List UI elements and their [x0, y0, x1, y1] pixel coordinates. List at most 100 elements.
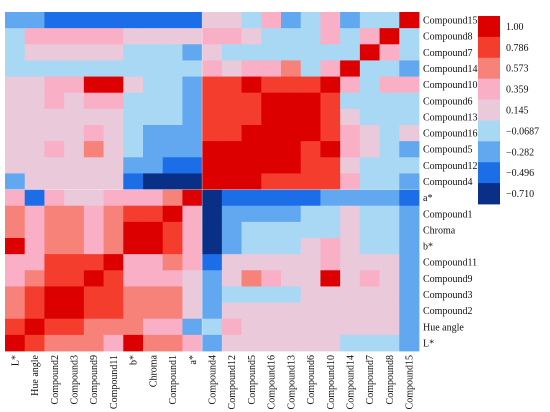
heatmap-cell-Compound13-Compound14 [340, 108, 361, 126]
heatmap-cell-Compound9-Chroma [143, 270, 164, 287]
heatmap-cell-Compound10-Compound6 [300, 76, 321, 94]
heatmap-cell-Compound14-a* [182, 60, 203, 77]
heatmap-cell-Compound14-Compound14 [340, 60, 361, 77]
heatmap-cell-Compound15-Compound10 [320, 12, 341, 29]
heatmap-cell-L*-Compound4 [202, 334, 223, 352]
heatmap-cell-Compound13-Compound11 [103, 108, 124, 126]
heatmap-cell-Compound14-Compound5 [241, 60, 262, 77]
heatmap-cell-Compound16-L* [5, 125, 26, 142]
heatmap-cell-a*-Compound12 [221, 189, 242, 207]
heatmap-cell-Compound2-b* [123, 302, 144, 320]
column-label: Compound14 [346, 355, 357, 409]
heatmap-cell-Compound7-Compound1 [162, 44, 183, 61]
row-label: L* [423, 338, 434, 349]
heatmap-cell-Compound13-Compound5 [241, 108, 262, 126]
heatmap-cell-Compound4-Compound9 [83, 173, 104, 190]
heatmap-cell-Compound16-Compound2 [44, 125, 65, 142]
column-label: Compound1 [168, 355, 179, 404]
heatmap-cell-L*-Compound9 [83, 334, 104, 352]
row-label: Compound14 [423, 64, 477, 75]
heatmap-cell-Compound10-Compound16 [261, 76, 282, 94]
heatmap-cell-Compound2-a* [182, 302, 203, 320]
heatmap-cell-Compound4-Compound2 [44, 173, 65, 190]
row-label: a* [423, 193, 432, 204]
heatmap-cell-Compound3-Compound10 [320, 286, 341, 303]
heatmap-cell-L*-Compound7 [359, 334, 380, 352]
heatmap-cell-Chroma-Compound9 [83, 221, 104, 239]
row-label: Compound9 [423, 274, 472, 285]
heatmap-cell-Compound9-b* [123, 270, 144, 287]
legend-tick-label: 0.145 [506, 106, 529, 117]
heatmap-cell-Compound2-Compound9 [83, 302, 104, 320]
heatmap-cell-a*-Compound14 [340, 189, 361, 207]
heatmap-cell-Compound4-Compound3 [64, 173, 85, 190]
heatmap-cell-Compound1-Compound10 [320, 205, 341, 223]
heatmap-cell-a*-Compound10 [320, 189, 341, 207]
heatmap-cell-Compound14-b* [123, 60, 144, 77]
heatmap-cell-Chroma-Compound5 [241, 221, 262, 239]
column-label: Compound9 [89, 355, 100, 404]
heatmap-cell-Compound12-Chroma [143, 157, 164, 174]
heatmap-cell-Compound13-Compound10 [320, 108, 341, 126]
row-label: Compound16 [423, 129, 477, 140]
heatmap-cell-L*-Hue angle [24, 334, 45, 352]
heatmap-cell-Compound9-Compound3 [64, 270, 85, 287]
heatmap-cell-Chroma-Compound2 [44, 221, 65, 239]
heatmap-cell-Compound5-Compound8 [379, 141, 400, 158]
heatmap-cell-Compound14-Compound9 [83, 60, 104, 77]
heatmap-cell-Compound15-Compound14 [340, 12, 361, 29]
heatmap-cell-Compound15-Compound5 [241, 12, 262, 29]
heatmap-cell-Compound1-Hue angle [24, 205, 45, 223]
heatmap-cell-Compound1-Compound11 [103, 205, 124, 223]
heatmap-cell-Chroma-Compound8 [379, 221, 400, 239]
heatmap-cell-Compound12-Compound6 [300, 157, 321, 174]
heatmap-cell-b*-Compound15 [399, 238, 420, 255]
heatmap-cell-Compound4-b* [123, 173, 144, 190]
heatmap-cell-Compound6-Compound11 [103, 92, 124, 110]
heatmap-cell-Compound4-Compound13 [281, 173, 302, 190]
heatmap-cell-Compound16-Compound10 [320, 125, 341, 142]
heatmap-cell-Compound6-b* [123, 92, 144, 110]
heatmap-cell-Hue angle-Compound1 [162, 318, 183, 336]
heatmap-cell-Compound12-Compound4 [202, 157, 223, 174]
heatmap-cell-Compound1-Compound6 [300, 205, 321, 223]
heatmap-cell-Compound8-Compound1 [162, 28, 183, 45]
heatmap-cell-Compound13-Chroma [143, 108, 164, 126]
heatmap-cell-a*-b* [123, 189, 144, 207]
heatmap-cell-Compound3-Compound5 [241, 286, 262, 303]
column-label: Chroma [148, 354, 159, 387]
heatmap-cell-Compound5-Compound11 [103, 141, 124, 158]
row-label: Compound2 [423, 306, 472, 317]
heatmap-cell-Compound8-Compound7 [359, 28, 380, 45]
heatmap-cell-Compound13-Compound4 [202, 108, 223, 126]
heatmap-cell-Compound16-Compound8 [379, 125, 400, 142]
heatmap-cell-Hue angle-Compound2 [44, 318, 65, 336]
legend-color-band [478, 162, 500, 184]
heatmap-cell-Compound9-Compound13 [281, 270, 302, 287]
heatmap-cell-Compound3-Compound6 [300, 286, 321, 303]
heatmap-cell-Compound16-Compound13 [281, 125, 302, 142]
heatmap-cell-Compound5-Compound3 [64, 141, 85, 158]
heatmap-cell-Hue angle-Compound3 [64, 318, 85, 336]
heatmap-cell-Compound13-Compound2 [44, 108, 65, 126]
legend-tick-label: −0.0687 [506, 126, 539, 137]
heatmap-cell-Compound14-Compound16 [261, 60, 282, 77]
heatmap-cell-Compound6-Hue angle [24, 92, 45, 110]
legend-tick-label: 0.786 [506, 43, 529, 54]
heatmap-cell-Compound7-Compound8 [379, 44, 400, 61]
heatmap-cell-Compound9-Compound16 [261, 270, 282, 287]
heatmap-cell-Compound10-Compound3 [64, 76, 85, 94]
heatmap-cell-Compound16-Compound14 [340, 125, 361, 142]
heatmap-cell-Compound9-L* [5, 270, 26, 287]
heatmap-cell-Compound9-Compound6 [300, 270, 321, 287]
heatmap-cell-Compound9-Compound10 [320, 270, 341, 287]
heatmap-cell-Compound15-Compound7 [359, 12, 380, 29]
heatmap-cell-Compound1-L* [5, 205, 26, 223]
heatmap-cell-L*-Compound8 [379, 334, 400, 352]
heatmap-cell-Compound2-Compound10 [320, 302, 341, 320]
heatmap-cell-Chroma-Compound4 [202, 221, 223, 239]
heatmap-cell-Compound13-Compound8 [379, 108, 400, 126]
heatmap-cell-Compound5-Chroma [143, 141, 164, 158]
heatmap-cell-Compound7-b* [123, 44, 144, 61]
heatmap-cell-Compound11-Hue angle [24, 254, 45, 271]
